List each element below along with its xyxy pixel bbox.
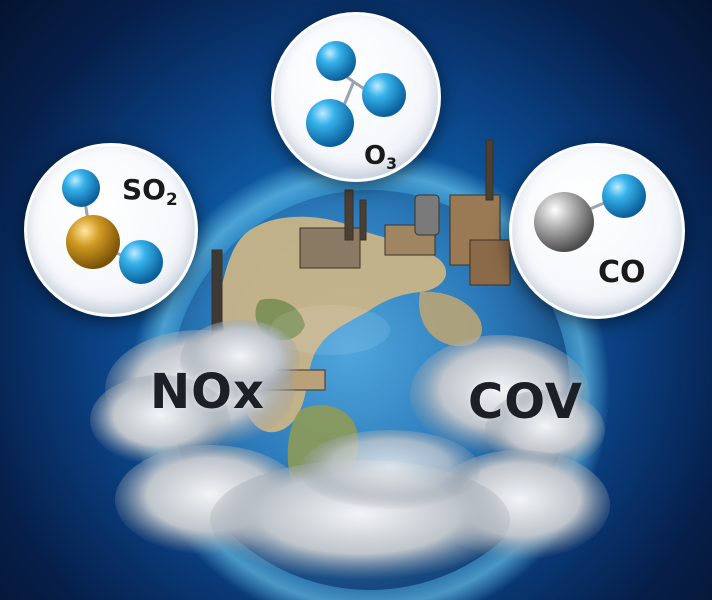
- co-label: CO: [598, 255, 646, 290]
- molecule-co-icon: [534, 174, 646, 252]
- smoke-cloud-bottom-icon: [210, 430, 510, 580]
- so2-label: SO2: [122, 173, 178, 209]
- o3-molecule-bubble: O3: [271, 12, 441, 182]
- nox-label: NOx: [150, 364, 265, 420]
- cov-label: COV: [468, 374, 583, 430]
- molecule-o3-icon: [306, 41, 406, 147]
- o3-label: O3: [364, 141, 397, 174]
- molecule-so2-icon: [62, 169, 163, 284]
- so2-molecule-bubble: SO2: [24, 143, 198, 317]
- co-molecule-bubble: CO: [509, 143, 685, 319]
